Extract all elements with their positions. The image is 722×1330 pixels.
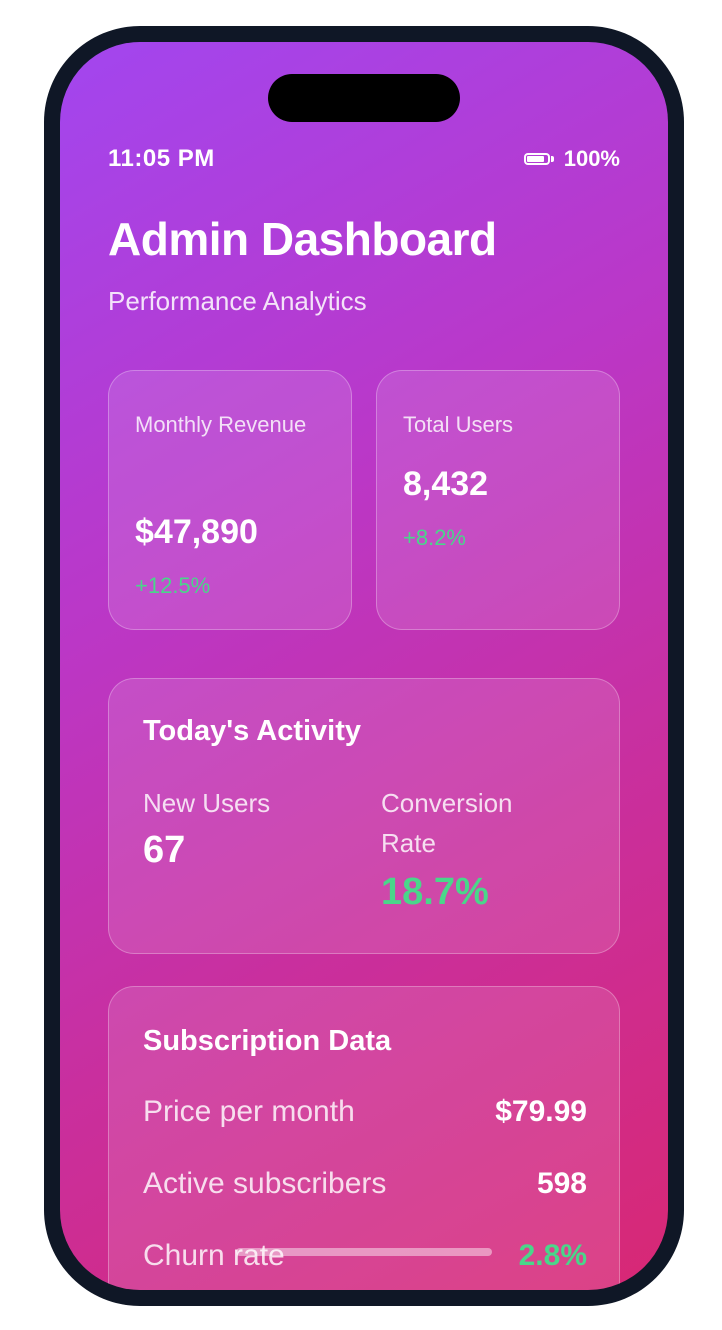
new-users-label: New Users [143,788,271,818]
phone-screen: 11:05 PM 100% Admin Dashboard Performanc… [60,42,668,1290]
subscription-row-churn: Churn rate 2.8% [143,1239,587,1273]
stat-label: Monthly Revenue [135,412,307,437]
subscription-heading: Subscription Data [143,1025,392,1057]
stat-card-revenue[interactable]: Monthly Revenue $47,890 +12.5% [108,370,352,630]
activity-card: Today's Activity New Users 67 Conversion… [108,678,620,954]
row-label: Churn rate [143,1239,285,1272]
stat-label: Total Users [403,412,514,437]
battery-nub [550,156,554,162]
conversion-label: Conversion Rate [381,788,513,858]
row-label: Price per month [143,1095,355,1128]
new-users-value: 67 [143,829,186,871]
activity-heading: Today's Activity [143,715,362,747]
page-subtitle: Performance Analytics [108,286,367,316]
status-time: 11:05 PM [108,145,215,172]
stat-change: +8.2% [403,525,466,550]
dynamic-island [268,74,460,122]
status-bar: 11:05 PM 100% [108,142,620,176]
subscription-row-price: Price per month $79.99 [143,1095,587,1129]
subscription-card: Subscription Data Price per month $79.99… [108,986,620,1290]
row-value: 2.8% [518,1239,587,1272]
home-indicator[interactable] [236,1248,492,1256]
stat-card-users[interactable]: Total Users 8,432 +8.2% [376,370,620,630]
conversion-value: 18.7% [381,871,489,913]
page-title: Admin Dashboard [108,213,497,265]
battery-percent: 100% [563,146,620,171]
row-value: $79.99 [495,1095,587,1128]
status-battery: 100% [523,146,620,172]
row-value: 598 [536,1167,587,1200]
row-label: Active subscribers [143,1167,387,1200]
subscription-row-subscribers: Active subscribers 598 [143,1167,587,1201]
stat-value: $47,890 [135,513,258,551]
stat-value: 8,432 [403,465,489,503]
battery-icon [523,153,550,165]
stat-change: +12.5% [135,573,211,598]
